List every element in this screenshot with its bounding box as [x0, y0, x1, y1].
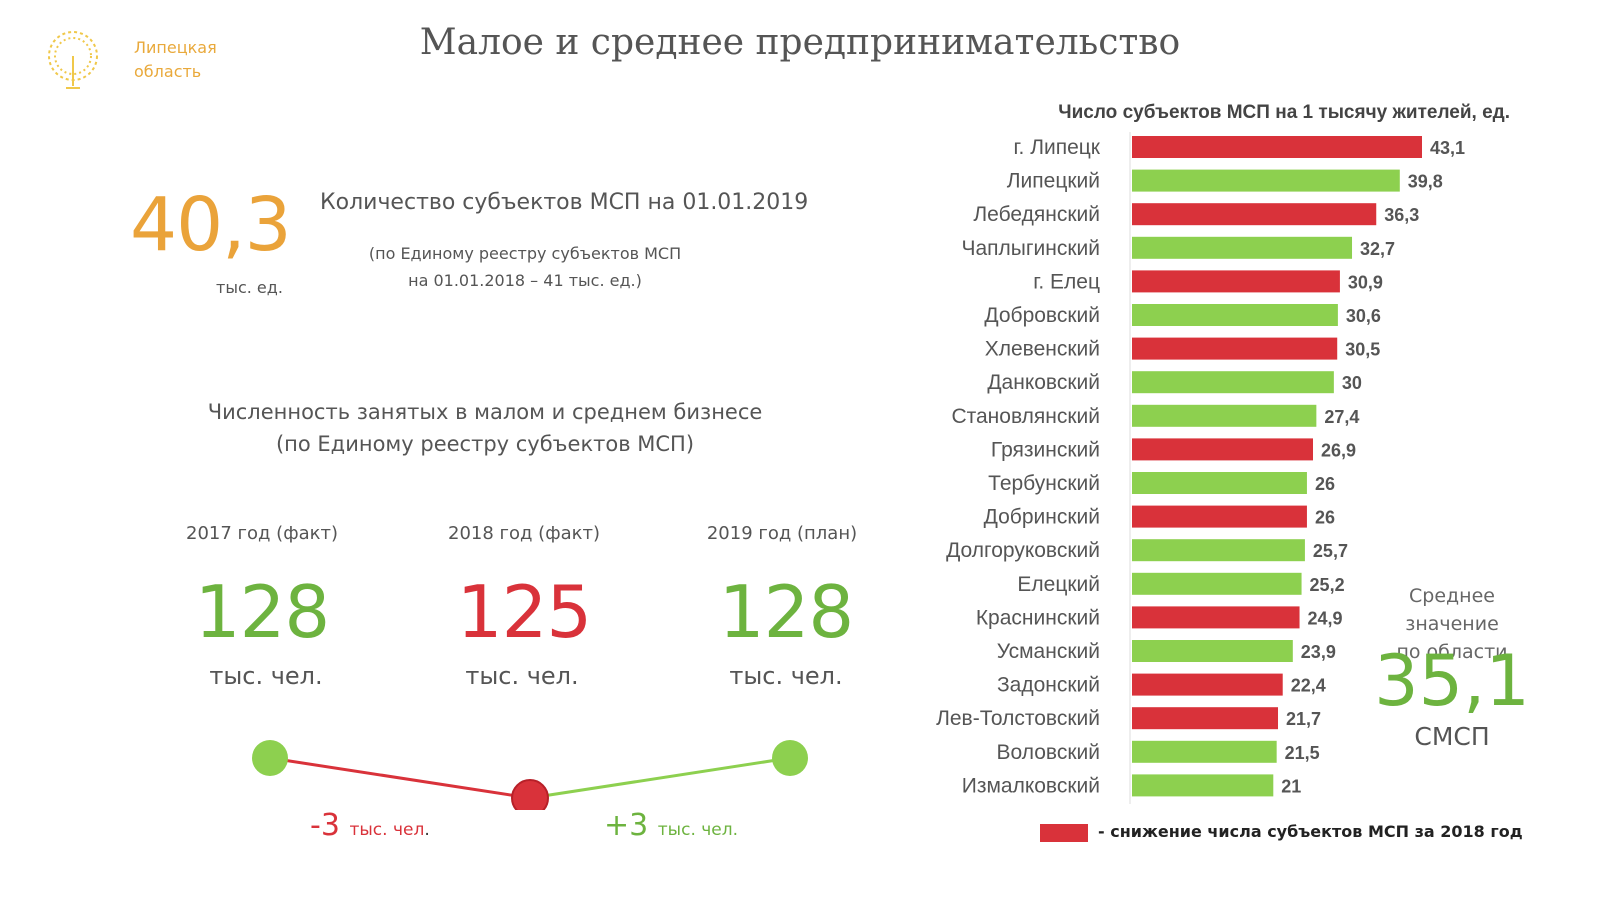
change-down-unit: тыс. чел [349, 820, 425, 840]
smsp-per-1000-bar-chart: Число субъектов МСП на 1 тысячу жителей,… [936, 102, 1510, 804]
bar [1132, 169, 1400, 192]
value-label: 26 [1315, 474, 1335, 494]
value-label: 27,4 [1324, 407, 1359, 427]
change-down: -3 тыс. чел. [310, 808, 430, 843]
category-label: Лебедянский [973, 203, 1100, 226]
chart-title: Число субъектов МСП на 1 тысячу жителей,… [1058, 102, 1510, 123]
bar [1132, 438, 1313, 461]
change-down-value: -3 [310, 808, 340, 843]
bar [1132, 136, 1422, 158]
value-label: 21,7 [1286, 709, 1321, 729]
value-label: 26,9 [1321, 440, 1356, 460]
employment-trend-graphic [252, 740, 808, 810]
bar [1132, 740, 1277, 763]
category-label: Долгоруковский [946, 539, 1100, 562]
category-label: Задонский [997, 674, 1100, 697]
bar [1132, 572, 1302, 595]
value-label: 30,5 [1345, 340, 1380, 360]
bar [1132, 270, 1340, 293]
tree-logo-icon [48, 31, 98, 89]
category-label: Елецкий [1017, 573, 1100, 596]
brand-name: Липецкая область [134, 38, 217, 81]
change-up: +3 тыс. чел. [604, 808, 738, 843]
category-label: Становлянский [951, 405, 1100, 428]
average-value: 35,1 [1374, 640, 1530, 722]
year-2018-unit: тыс. чел. [465, 662, 579, 690]
bar [1132, 304, 1338, 326]
smsp-count-value: 40,3 [130, 182, 292, 268]
value-label: 43,1 [1430, 138, 1465, 158]
value-label: 24,9 [1308, 608, 1343, 628]
bar [1132, 371, 1334, 394]
value-label: 39,8 [1408, 172, 1443, 192]
year-2019-label: 2019 год (план) [706, 523, 858, 544]
trend-point-2018 [511, 779, 549, 810]
bar [1132, 203, 1377, 226]
value-label: 30,6 [1346, 306, 1381, 326]
change-down-tail: . [424, 820, 430, 840]
value-label: 32,7 [1360, 239, 1395, 259]
legend-text: - снижение числа субъектов МСП за 2018 г… [1098, 822, 1523, 841]
year-2017-unit: тыс. чел. [209, 662, 323, 690]
bar [1132, 606, 1300, 629]
legend-swatch-decline [1040, 824, 1088, 842]
year-2019-value: 128 [718, 570, 854, 654]
bar [1132, 472, 1307, 494]
year-2018-label: 2018 год (факт) [448, 523, 600, 544]
category-label: Грязинский [991, 438, 1100, 461]
value-label: 23,9 [1301, 642, 1336, 662]
value-label: 22,4 [1291, 676, 1326, 696]
year-2018-value: 125 [456, 570, 592, 654]
category-label: Лев-Толстовский [936, 707, 1100, 730]
change-up-unit: тыс. чел. [657, 820, 739, 840]
category-label: Усманский [997, 640, 1100, 663]
category-label: Тербунский [988, 472, 1100, 495]
category-label: Липецкий [1007, 170, 1100, 193]
bar [1132, 673, 1283, 696]
value-label: 36,3 [1384, 205, 1419, 225]
bar [1132, 337, 1338, 360]
bar [1132, 707, 1279, 730]
smsp-count-unit: тыс. ед. [216, 278, 283, 297]
category-label: Измалковский [962, 774, 1100, 797]
bar [1132, 505, 1307, 528]
value-label: 30 [1342, 373, 1362, 393]
category-label: Краснинский [976, 606, 1100, 629]
value-label: 25,2 [1310, 575, 1345, 595]
value-label: 21,5 [1285, 743, 1320, 763]
category-label: г. Липецк [1013, 136, 1100, 159]
employment-title: Численность занятых в малом и среднем би… [207, 400, 763, 456]
trend-line-down [269, 756, 531, 800]
bar [1132, 640, 1293, 662]
page-title: Малое и среднее предпринимательство [419, 22, 1181, 63]
trend-point-2019 [772, 740, 808, 776]
bar [1132, 404, 1317, 427]
trend-line-up [529, 756, 791, 800]
value-label: 21 [1281, 776, 1301, 796]
bar [1132, 539, 1305, 562]
average-label: Среднее значение по области [1396, 585, 1508, 663]
category-label: Воловский [997, 741, 1100, 764]
change-up-value: +3 [604, 808, 649, 843]
value-label: 26 [1315, 508, 1335, 528]
category-label: Добровский [984, 304, 1100, 327]
category-label: Чаплыгинский [961, 237, 1100, 260]
category-label: Добринский [984, 506, 1100, 529]
category-label: Данковский [987, 371, 1100, 394]
category-label: Хлевенский [985, 338, 1100, 361]
bar [1132, 774, 1274, 797]
year-2017-value: 128 [194, 570, 330, 654]
smsp-count-title: Количество субъектов МСП на 01.01.2019 [320, 190, 809, 215]
year-2019-unit: тыс. чел. [729, 662, 843, 690]
year-2017-label: 2017 год (факт) [186, 523, 338, 544]
trend-point-2017 [252, 740, 288, 776]
value-label: 30,9 [1348, 272, 1383, 292]
smsp-count-note: (по Единому реестру субъектов МСП на 01.… [368, 244, 682, 290]
average-unit: СМСП [1414, 722, 1490, 751]
value-label: 25,7 [1313, 541, 1348, 561]
bar [1132, 236, 1353, 259]
category-label: г. Елец [1033, 270, 1100, 293]
